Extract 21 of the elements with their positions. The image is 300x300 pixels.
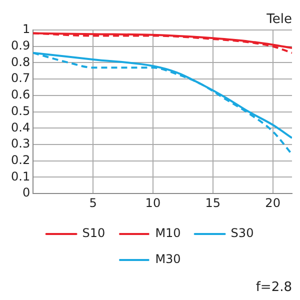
y-tick-label: 0.8: [10, 54, 30, 69]
x-tick-label: 15: [205, 196, 221, 210]
y-tick-label: 0.7: [10, 71, 30, 86]
legend-label: S30: [230, 226, 254, 240]
text: Tele: [266, 12, 292, 27]
y-tick-label: 0.5: [10, 104, 30, 118]
y-tick-label: 0.1: [10, 169, 30, 184]
text: f=2.8: [256, 280, 292, 295]
y-tick-label: 0.2: [10, 153, 30, 168]
y-tick-label: 1: [22, 22, 30, 36]
legend-label: M30: [155, 252, 181, 266]
y-tick-label: 0.4: [10, 120, 30, 134]
x-tick-label: 5: [89, 196, 97, 210]
legend-label: S10: [82, 226, 106, 240]
x-tick-label: 20: [265, 196, 280, 210]
x-tick-label: 10: [145, 196, 161, 210]
y-tick-label: 0.3: [10, 136, 30, 151]
y-tick-label: 0.9: [10, 38, 30, 52]
y-tick-label: 0: [22, 186, 30, 200]
y-tick-label: 0.6: [10, 88, 30, 102]
legend-label: M10: [155, 226, 181, 240]
